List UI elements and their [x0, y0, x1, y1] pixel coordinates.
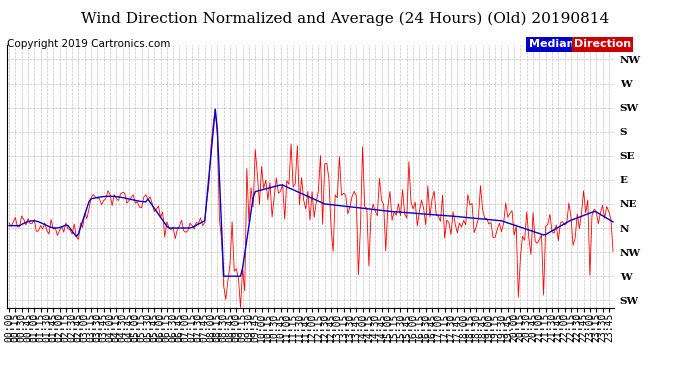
Text: Direction: Direction — [574, 39, 631, 50]
Text: Copyright 2019 Cartronics.com: Copyright 2019 Cartronics.com — [7, 39, 170, 50]
Text: Median: Median — [529, 39, 574, 50]
Text: Wind Direction Normalized and Average (24 Hours) (Old) 20190814: Wind Direction Normalized and Average (2… — [81, 11, 609, 26]
